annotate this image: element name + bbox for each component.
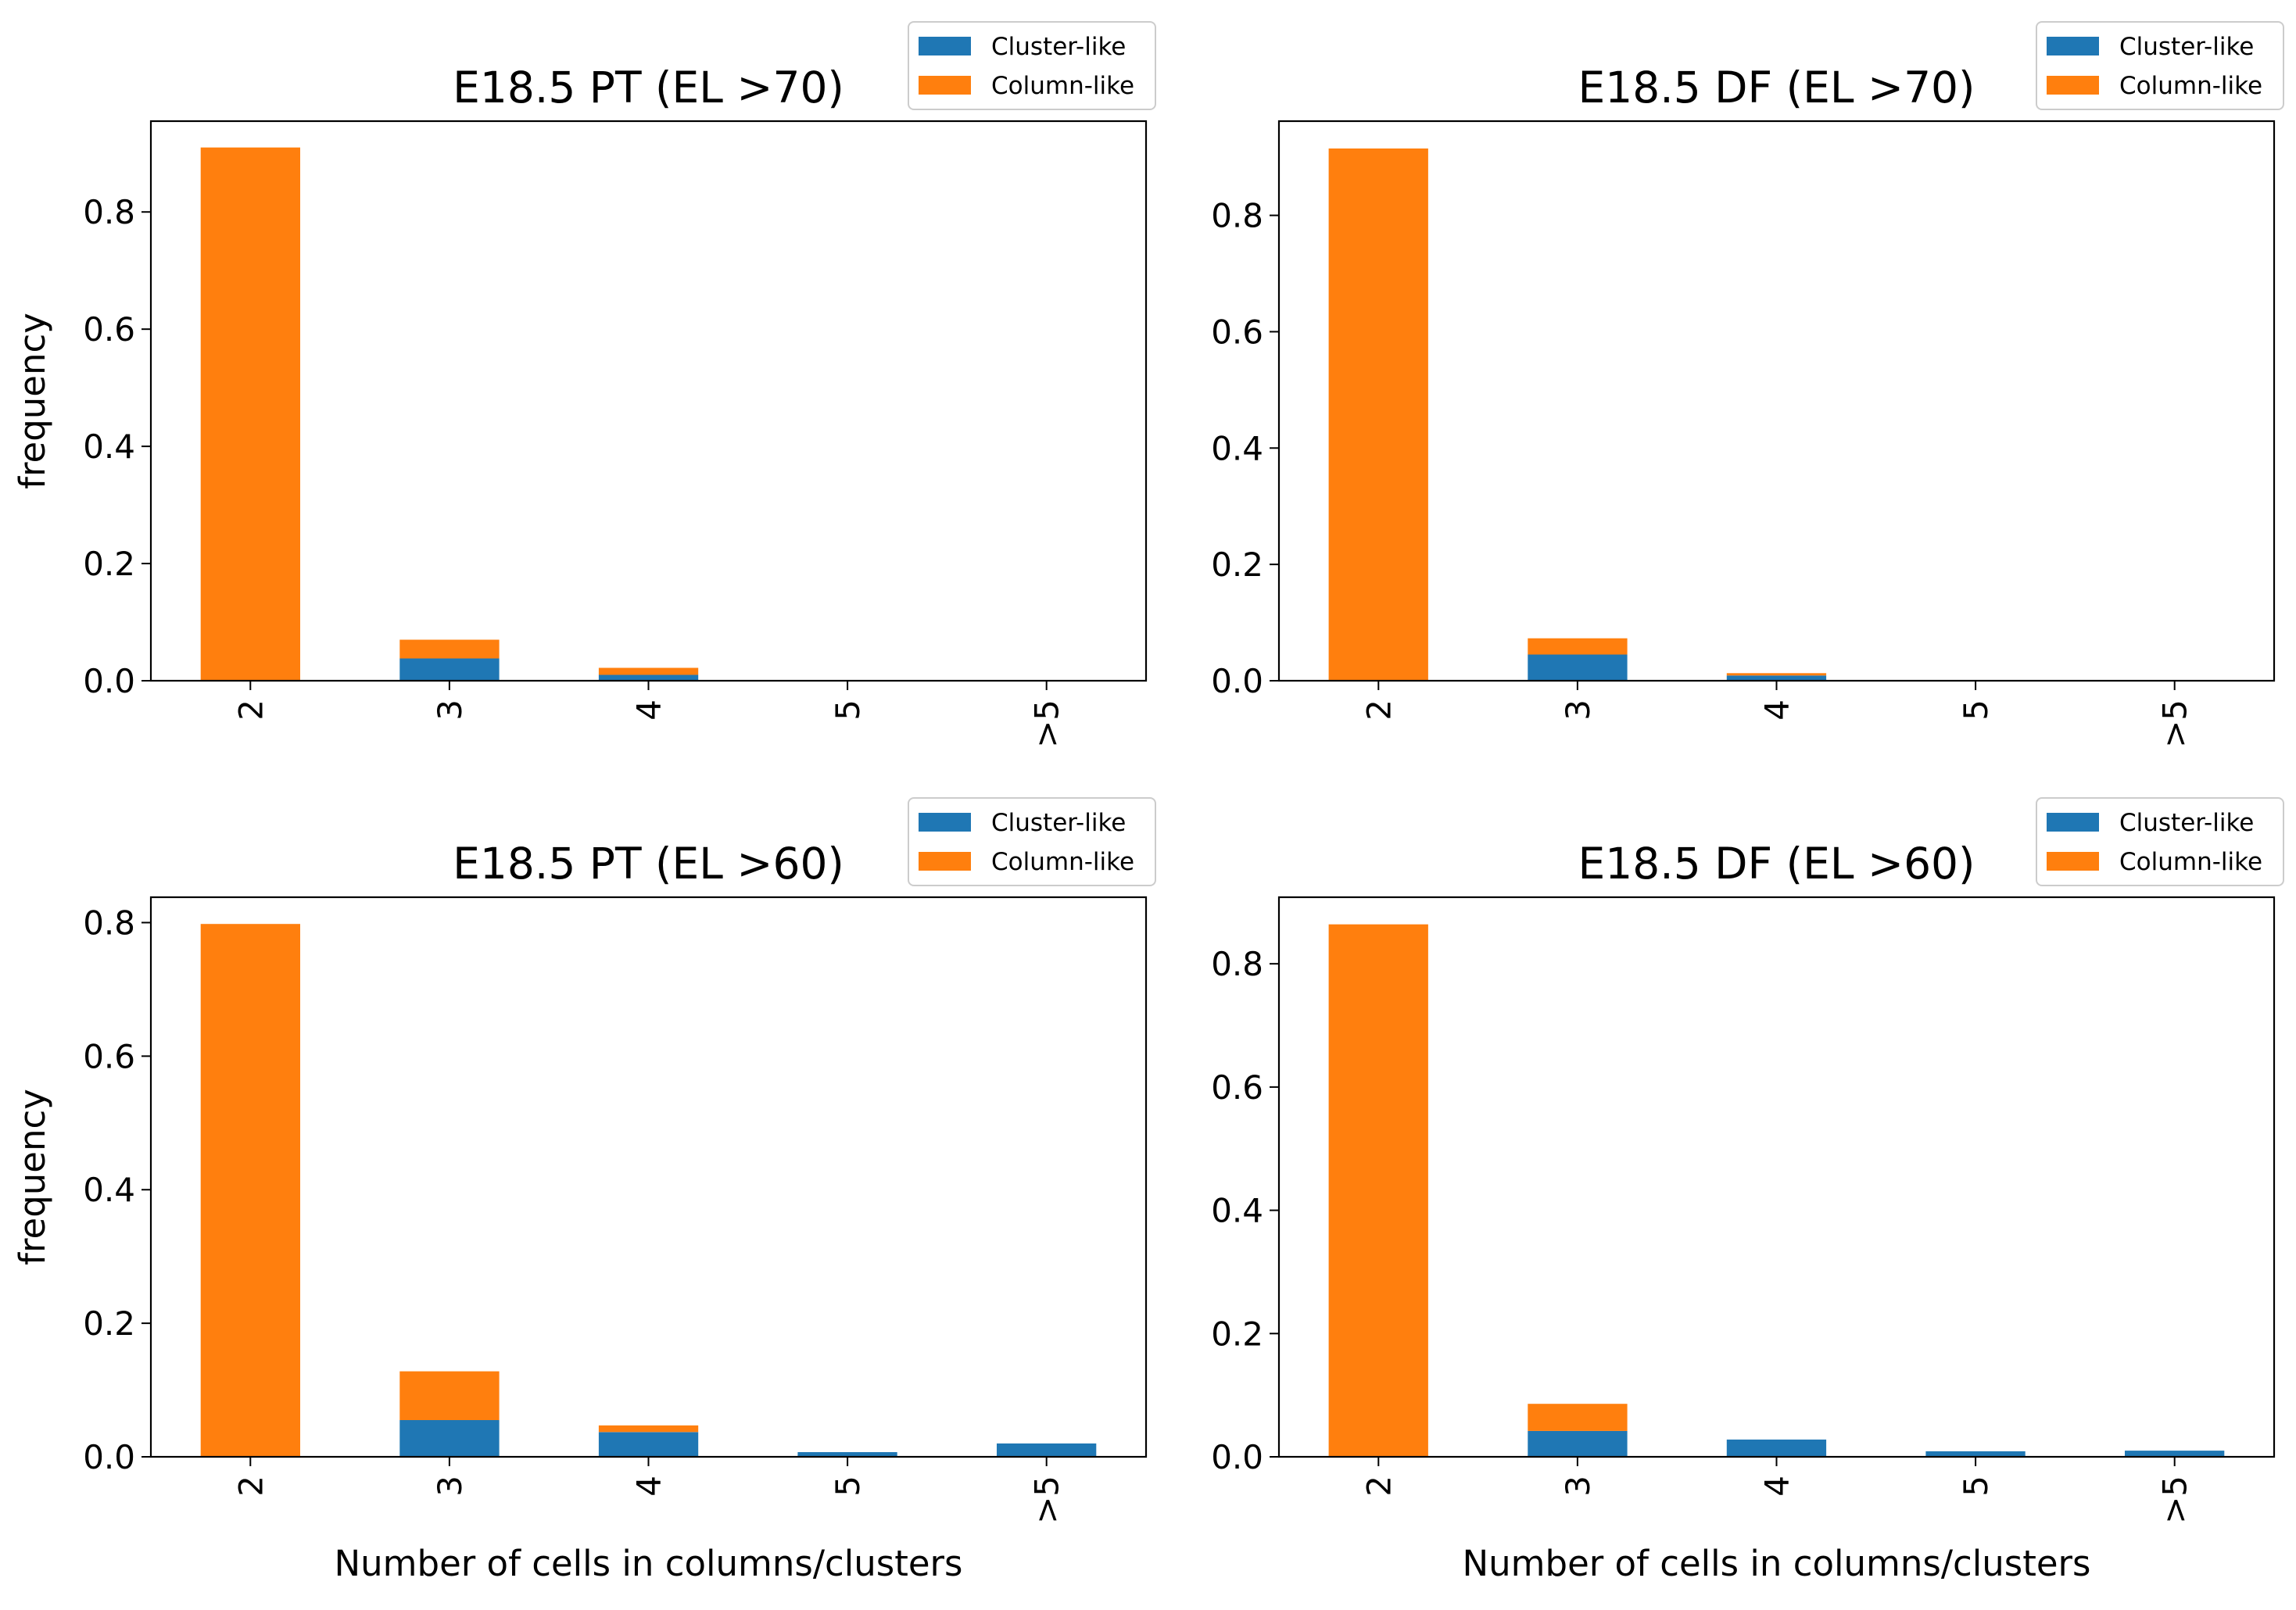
- subplot-3: 0.0 0.2 0.4 0.6 0.8 2 3 4 5 >5 E18.5 PT (EL >60) fr…: [12, 797, 1156, 1584]
- x-tick-label: 5: [1957, 699, 1995, 721]
- bar-cluster-3: [598, 674, 699, 681]
- bar-column-3: [1726, 673, 1827, 676]
- x-axis-label: Number of cells in columns/clusters: [334, 1543, 962, 1584]
- x-tick-label: 2: [231, 699, 270, 721]
- bar-column-1: [1328, 924, 1428, 1457]
- y-tick-label: 0.8: [1211, 945, 1263, 983]
- legend-label-cluster: Cluster-like: [2119, 809, 2254, 837]
- bar-cluster-2: [1528, 1430, 1628, 1457]
- legend-swatch-column: [919, 76, 971, 95]
- y-axis-label: frequency: [12, 313, 53, 489]
- subplot-1: 0.0 0.2 0.4 0.6 0.8 2 3 4 5 >5 E18.5 PT (EL >70) fr…: [12, 21, 1156, 748]
- bar-cluster-2: [1528, 654, 1628, 681]
- y-tick-label: 0.4: [83, 428, 135, 466]
- bar-cluster-4: [1925, 1451, 2026, 1457]
- x-tick-label: 3: [431, 1476, 469, 1497]
- x-tick-label: 5: [829, 699, 867, 721]
- x-tick-label: >5: [1028, 699, 1066, 748]
- y-tick-label: 0.0: [1211, 662, 1263, 700]
- y-tick-label: 0.8: [83, 903, 135, 942]
- legend-label-cluster: Cluster-like: [2119, 33, 2254, 61]
- bar-column-3: [598, 667, 699, 675]
- bar-cluster-2: [399, 1420, 500, 1457]
- legend-label-column: Column-like: [2119, 848, 2262, 876]
- y-tick-label: 0.0: [1211, 1438, 1263, 1476]
- bar-column-2: [1528, 1404, 1628, 1431]
- y-tick-label: 0.8: [1211, 197, 1263, 235]
- bar-cluster-4: [797, 1452, 897, 1457]
- x-tick-label: >5: [2156, 699, 2194, 748]
- y-tick-label: 0.4: [83, 1171, 135, 1209]
- bar-column-2: [1528, 638, 1628, 655]
- legend-swatch-column: [919, 852, 971, 871]
- x-tick-label: 2: [231, 1476, 270, 1497]
- chart-title: E18.5 DF (EL >70): [1578, 63, 1975, 113]
- x-tick-label: >5: [2156, 1476, 2194, 1524]
- subplot-2: 0.0 0.2 0.4 0.6 0.8 2 3 4 5 >5 E18.5 DF (EL >70) Cl…: [1211, 21, 2284, 748]
- x-tick-label: 4: [630, 699, 668, 721]
- y-tick-label: 0.2: [83, 1304, 135, 1343]
- bar-cluster-5: [2125, 1451, 2225, 1457]
- chart-title: E18.5 DF (EL >60): [1578, 839, 1975, 889]
- bar-column-1: [200, 924, 300, 1457]
- y-tick-label: 0.0: [83, 662, 135, 700]
- y-axis-label: frequency: [12, 1089, 53, 1265]
- legend-label-column: Column-like: [2119, 72, 2262, 100]
- legend-label-cluster: Cluster-like: [991, 33, 1126, 61]
- bar-cluster-2: [399, 658, 500, 681]
- legend: Cluster-like Column-like: [908, 21, 1156, 110]
- chart-title: E18.5 PT (EL >60): [453, 839, 844, 889]
- y-tick-label: 0.2: [83, 545, 135, 583]
- y-tick-label: 0.4: [1211, 429, 1263, 467]
- x-tick-label: 2: [1359, 699, 1398, 721]
- x-tick-label: 5: [829, 1476, 867, 1497]
- bar-cluster-3: [1726, 1439, 1827, 1457]
- x-tick-label: 4: [630, 1476, 668, 1497]
- axes-frame: [1277, 120, 2276, 682]
- legend-swatch-column: [2047, 852, 2099, 871]
- bar-cluster-5: [997, 1443, 1097, 1457]
- bar-column-2: [399, 639, 500, 659]
- x-tick-label: 3: [431, 699, 469, 721]
- y-tick-label: 0.6: [1211, 313, 1263, 351]
- y-tick-label: 0.6: [83, 1037, 135, 1075]
- bar-column-1: [1328, 148, 1428, 681]
- bar-column-3: [598, 1425, 699, 1433]
- x-tick-label: 3: [1559, 699, 1597, 721]
- bar-column-2: [399, 1371, 500, 1420]
- legend-swatch-column: [2047, 76, 2099, 95]
- bar-column-1: [200, 147, 300, 681]
- x-tick-label: 4: [1758, 1476, 1796, 1497]
- legend-swatch-cluster: [2047, 37, 2099, 55]
- chart-title: E18.5 PT (EL >70): [453, 63, 844, 113]
- legend: Cluster-like Column-like: [2036, 797, 2284, 886]
- legend-label-cluster: Cluster-like: [991, 809, 1126, 837]
- y-tick-label: 0.8: [83, 193, 135, 231]
- legend: Cluster-like Column-like: [908, 797, 1156, 886]
- y-tick-label: 0.2: [1211, 1315, 1263, 1353]
- y-tick-label: 0.6: [1211, 1068, 1263, 1107]
- x-tick-label: 3: [1559, 1476, 1597, 1497]
- y-tick-label: 0.6: [83, 310, 135, 349]
- x-tick-label: 4: [1758, 699, 1796, 721]
- x-tick-label: >5: [1028, 1476, 1066, 1524]
- legend-swatch-cluster: [919, 37, 971, 55]
- legend-swatch-cluster: [2047, 813, 2099, 832]
- y-tick-label: 0.4: [1211, 1192, 1263, 1230]
- x-axis-label: Number of cells in columns/clusters: [1462, 1543, 2090, 1584]
- axes-frame: [1277, 896, 2276, 1458]
- y-tick-label: 0.2: [1211, 546, 1263, 584]
- y-tick-label: 0.0: [83, 1438, 135, 1476]
- subplot-4: 0.0 0.2 0.4 0.6 0.8 2 3 4 5 >5 E18.5 DF (EL >60) Nu…: [1211, 797, 2284, 1584]
- x-tick-label: 5: [1957, 1476, 1995, 1497]
- bar-cluster-3: [598, 1432, 699, 1457]
- legend: Cluster-like Column-like: [2036, 21, 2284, 110]
- bar-cluster-3: [1726, 675, 1827, 681]
- legend-swatch-cluster: [919, 813, 971, 832]
- legend-label-column: Column-like: [991, 72, 1134, 100]
- x-tick-label: 2: [1359, 1476, 1398, 1497]
- legend-label-column: Column-like: [991, 848, 1134, 876]
